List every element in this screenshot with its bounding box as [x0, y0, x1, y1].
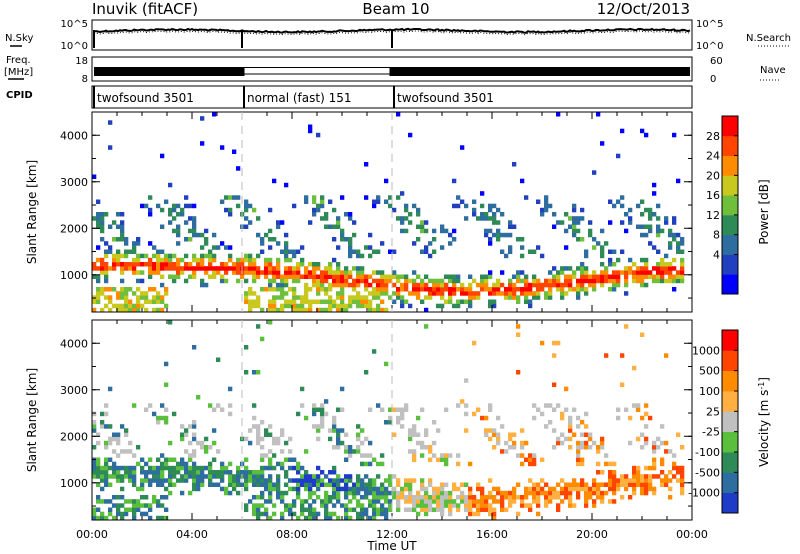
- colorbar-tick-label: 25: [706, 405, 720, 418]
- y-tick-label: 3000: [60, 384, 88, 397]
- y-tick-label: 4000: [60, 129, 88, 142]
- station-title: Inuvik (fitACF): [92, 0, 198, 18]
- colorbar-tick-label: -100: [695, 446, 720, 459]
- cpid-label: CPID: [6, 90, 33, 101]
- colorbar-swatch: [722, 330, 738, 351]
- nsky-tick-high: 10^5: [61, 19, 88, 30]
- nsearch-label: N.Search: [746, 33, 791, 44]
- colorbar-tick-label: 4: [713, 248, 720, 261]
- cpid-segment-label: twofsound 3501: [97, 91, 194, 105]
- y-tick-label: 1000: [60, 269, 88, 282]
- y-tick-label: 1000: [60, 477, 88, 490]
- power-panel: 1000 2000 3000 4000 Slant Range [km]: [25, 111, 693, 313]
- colorbar-swatch: [722, 135, 738, 156]
- colorbar-swatch: [722, 370, 738, 392]
- colorbar-tick-label: 12: [706, 209, 720, 222]
- nsky-tick-low: 10^0: [61, 41, 88, 52]
- colorbar-swatch: [722, 472, 738, 493]
- colorbar-tick-label: 1000: [692, 344, 720, 357]
- colorbar-tick-label: 500: [699, 365, 720, 378]
- cpid-segment-label: twofsound 3501: [397, 91, 494, 105]
- power-data: [92, 112, 685, 313]
- x-tick-label: 20:00: [576, 528, 608, 541]
- nsky-label: N.Sky: [5, 33, 33, 44]
- nsky-trace: [93, 27, 691, 48]
- power-colorbar: 28 24 20 16 12 8 4: [706, 115, 739, 295]
- velocity-panel: 1000 2000 3000 4000 00:00 04:00 08:00 12:00 16:0…: [25, 319, 708, 553]
- beam-title: Beam 10: [362, 0, 429, 18]
- freq-tick-low: 8: [82, 74, 88, 85]
- freq-unit: [MHz]: [4, 67, 33, 78]
- colorbar-tick-label: -500: [695, 466, 720, 479]
- colorbar-swatch: [722, 175, 738, 196]
- colorbar-swatch: [722, 155, 738, 176]
- nsearch-trace: [93, 30, 691, 36]
- power-ylabel: Slant Range [km]: [25, 160, 39, 264]
- nsearch-tick-low: 10^0: [696, 41, 723, 52]
- colorbar-swatch: [722, 234, 738, 255]
- xaxis-label: Time UT: [366, 539, 417, 553]
- x-tick-label: 00:00: [76, 528, 108, 541]
- colorbar-swatch: [722, 492, 738, 514]
- velocity-colorbar: 1000 500 100 25 -25 -100 -500 -1000: [688, 329, 739, 514]
- nsky-panel: 10^5 10^0 10^5 10^0 N.Sky N.Search: [5, 19, 791, 52]
- freq-tick-high: 18: [75, 56, 88, 67]
- colorbar-swatch: [722, 350, 738, 371]
- colorbar-tick-label: 20: [706, 169, 720, 182]
- nave-label: Nave: [760, 65, 786, 76]
- cpid-panel: twofsound 3501 normal (fast) 151 twofsound…: [91, 85, 693, 109]
- velocity-ylabel: Slant Range [km]: [25, 368, 39, 472]
- freq-label: Freq.: [6, 55, 31, 66]
- power-colorbar-label: Power [dB]: [757, 179, 771, 244]
- x-tick-label: 04:00: [176, 528, 208, 541]
- colorbar-tick-label: 8: [713, 229, 720, 242]
- date-title: 12/Oct/2013: [597, 0, 690, 18]
- colorbar-tick-label: 24: [706, 150, 720, 163]
- freq-trace: [94, 67, 690, 76]
- colorbar-swatch: [722, 195, 738, 216]
- colorbar-swatch: [722, 452, 738, 473]
- colorbar-tick-label: 16: [706, 189, 720, 202]
- colorbar-tick-label: 28: [706, 130, 720, 143]
- x-tick-label: 08:00: [276, 528, 308, 541]
- nave-tick-high: 60: [710, 56, 723, 67]
- y-tick-label: 2000: [60, 222, 88, 235]
- colorbar-swatch: [722, 116, 738, 137]
- y-tick-label: 3000: [60, 176, 88, 189]
- y-tick-label: 4000: [60, 337, 88, 350]
- x-tick-label: 16:00: [476, 528, 508, 541]
- cpid-segment-label: normal (fast) 151: [247, 91, 351, 105]
- freq-panel: 18 8 60 0 Freq. [MHz] Nave CPID: [4, 55, 786, 101]
- colorbar-swatch: [722, 214, 738, 236]
- colorbar-tick-label: -1000: [688, 487, 720, 500]
- colorbar-swatch: [722, 431, 738, 453]
- nsearch-tick-high: 10^5: [696, 19, 723, 30]
- colorbar-swatch: [722, 274, 738, 295]
- colorbar-swatch: [722, 391, 738, 412]
- y-tick-label: 2000: [60, 430, 88, 443]
- x-tick-label: 12:00: [376, 528, 408, 541]
- x-tick-label: 00:00: [676, 528, 708, 541]
- nave-tick-low: 0: [710, 74, 716, 85]
- velocity-data: [92, 320, 685, 521]
- colorbar-tick-label: -25: [702, 426, 720, 439]
- colorbar-tick-label: 100: [699, 385, 720, 398]
- colorbar-swatch: [722, 411, 738, 432]
- colorbar-swatch: [722, 254, 738, 275]
- velocity-colorbar-label: Velocity [m s-1]: [757, 377, 771, 467]
